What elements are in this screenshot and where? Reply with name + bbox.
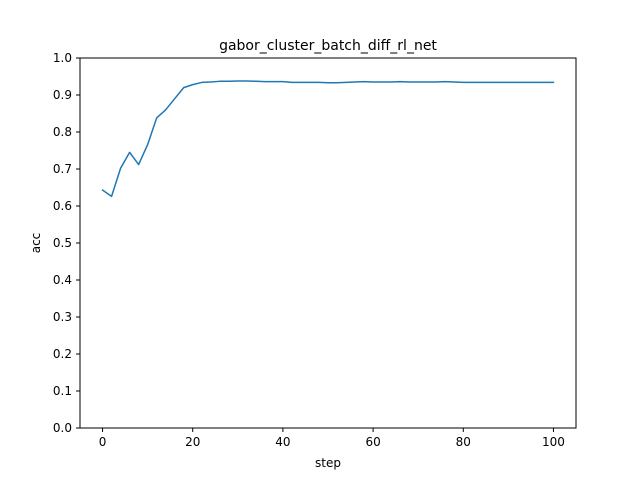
y-tick-label: 0.7 xyxy=(53,162,72,176)
series-layer xyxy=(101,80,555,198)
x-tick-label: 20 xyxy=(185,435,200,449)
plot-area xyxy=(80,58,576,428)
x-axis-label: step xyxy=(315,456,341,470)
x-tick-label: 100 xyxy=(542,435,565,449)
x-tick-label: 60 xyxy=(365,435,380,449)
x-tick-label: 40 xyxy=(275,435,290,449)
y-tick-label: 0.6 xyxy=(53,199,72,213)
y-axis-label: acc xyxy=(29,233,43,254)
chart-title: gabor_cluster_batch_diff_rl_net xyxy=(219,38,437,54)
y-tick-label: 0.1 xyxy=(53,384,72,398)
y-tick-label: 1.0 xyxy=(53,51,72,65)
x-tick-label: 80 xyxy=(456,435,471,449)
y-tick-label: 0.5 xyxy=(53,236,72,250)
y-tick-label: 0.0 xyxy=(53,421,72,435)
y-tick-label: 0.8 xyxy=(53,125,72,139)
x-axis-ticks: 0 20 40 60 80 100 xyxy=(99,428,565,449)
y-axis-ticks: 0.0 0.1 0.2 0.3 0.4 0.5 0.6 0.7 0.8 0.9 1.0 xyxy=(53,51,80,435)
y-tick-label: 0.2 xyxy=(53,347,72,361)
x-tick-label: 0 xyxy=(99,435,107,449)
y-tick-label: 0.9 xyxy=(53,88,72,102)
y-tick-label: 0.3 xyxy=(53,310,72,324)
y-tick-label: 0.4 xyxy=(53,273,72,287)
